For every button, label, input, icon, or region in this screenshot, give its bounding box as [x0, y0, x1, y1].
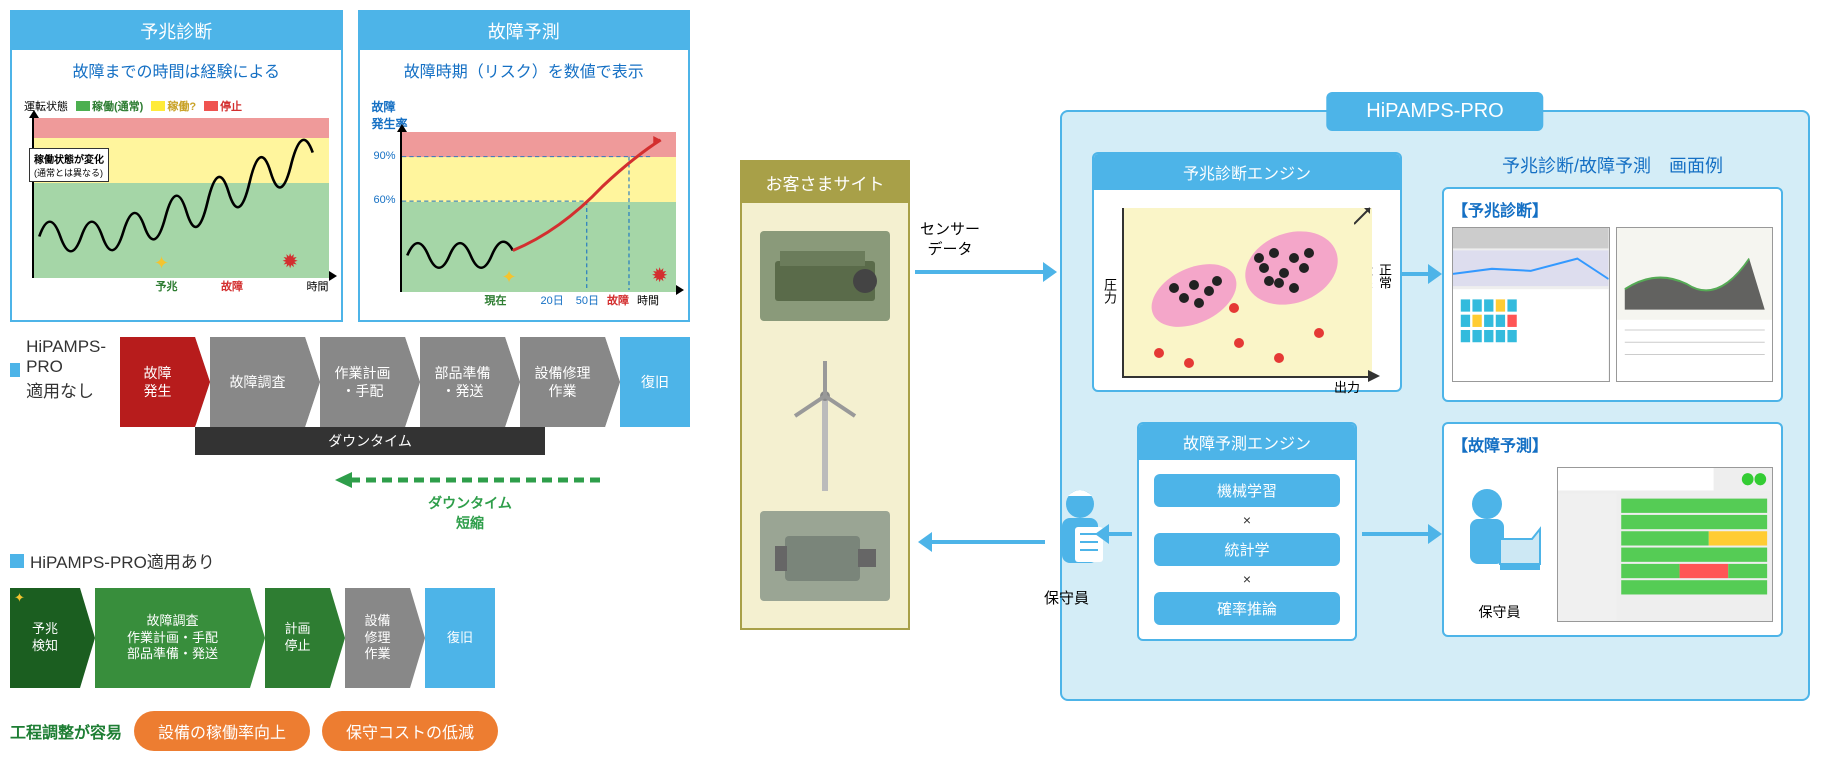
star-icon: ✦: [154, 253, 169, 274]
engine-prognosis: 予兆診断エンジン 異常状態 温度 圧力 正常 状態 出力: [1092, 152, 1402, 392]
maint-label-1: 保守員: [1044, 587, 1089, 608]
chart-prediction: 故障予測 故障時期（リスク）を数値で表示 故障 発生率 90% 60%: [358, 10, 691, 322]
method-prob: 確率推論: [1154, 592, 1340, 625]
legend: 運転状態 稼働(通常) 稼働? 停止: [24, 98, 329, 114]
chart-plot: 稼働状態が変化 (通常とは異なる) ✦ ✹: [32, 118, 329, 278]
screen-prediction: 【故障予測】 保守員: [1442, 422, 1783, 637]
label-without: HiPAMPS-PRO 適用なし: [10, 337, 110, 402]
hipamps-box: HiPAMPS-PRO 予兆診断エンジン 異常状態 温度 圧力 正常 状態 出力…: [1060, 110, 1810, 701]
arrow-sensor: [915, 270, 1045, 274]
method-ml: 機械学習: [1154, 474, 1340, 507]
benefit-pill-2: 保守コストの低減: [322, 711, 498, 751]
chart-subtitle: 故障までの時間は経験による: [12, 50, 341, 90]
scatter-plot: [1122, 208, 1372, 378]
worker-icon: 保守員: [1452, 479, 1547, 622]
flow-without: 故障 発生故障調査作業計画 ・手配部品準備 ・発送設備修理 作業復旧: [120, 337, 690, 427]
chart-plot: 90% 60% ✦ ✹: [400, 132, 677, 292]
mock-screenshot: [1557, 467, 1773, 622]
engine-prediction: 故障予測エンジン 機械学習 × 統計学 × 確率推論: [1137, 422, 1357, 641]
flow-step: 復旧: [620, 337, 690, 427]
benefits-row: 工程調整が容易 設備の稼働率向上 保守コストの低減: [10, 711, 690, 751]
flow-step: ✦予兆 検知: [10, 588, 80, 688]
screens-header: 予兆診断/故障予測 画面例: [1442, 152, 1783, 178]
flow-step: 復旧: [425, 588, 495, 688]
benefit-easy: 工程調整が容易: [10, 719, 122, 743]
charts-row: 予兆診断 故障までの時間は経験による 運転状態 稼働(通常) 稼働? 停止: [10, 10, 690, 322]
method-stats: 統計学: [1154, 533, 1340, 566]
label-with: HiPAMPS-PRO適用あり: [10, 548, 690, 573]
hipamps-title: HiPAMPS-PRO: [1326, 92, 1543, 131]
customer-site-box: お客さまサイト: [740, 160, 910, 630]
downtime-label: ダウンタイム: [195, 427, 545, 455]
sensor-data-label: センサー データ: [920, 220, 980, 259]
downtime-reduction: ダウンタイム 短縮: [10, 470, 690, 533]
arrow-engine2-screen: [1362, 532, 1430, 536]
star-icon: ✦: [502, 267, 517, 288]
equipment-generator: [760, 231, 890, 321]
arrow-engine1-screen: [1402, 272, 1430, 276]
flow-step: 作業計画 ・手配: [320, 337, 405, 427]
chart-prognosis: 予兆診断 故障までの時間は経験による 運転状態 稼働(通常) 稼働? 停止: [10, 10, 343, 322]
screen-prognosis: 【予兆診断】: [1442, 187, 1783, 402]
benefit-pill-1: 設備の稼働率向上: [134, 711, 310, 751]
site-title: お客さまサイト: [742, 162, 908, 203]
arrow-engine2-worker: [1107, 532, 1132, 536]
flow-step: 故障 発生: [120, 337, 195, 427]
chart-subtitle: 故障時期（リスク）を数値で表示: [360, 50, 689, 90]
flow-step: 計画 停止: [265, 588, 330, 688]
mock-screenshot: [1616, 227, 1774, 382]
flow-with: ✦予兆 検知故障調査 作業計画・手配 部品準備・発送計画 停止設備 修理 作業復…: [10, 588, 690, 688]
flow-step: 設備 修理 作業: [345, 588, 410, 688]
equipment-motor: [760, 511, 890, 601]
flow-step: 設備修理 作業: [520, 337, 605, 427]
mock-screenshot: [1452, 227, 1610, 382]
equipment-wind-turbine: [785, 356, 865, 476]
burst-icon: ✹: [282, 249, 299, 274]
chart-title: 故障予測: [360, 12, 689, 50]
right-panel: お客さまサイト センサー データ HiPAMPS-PRO 予兆診断エンジン 異常…: [720, 10, 1830, 751]
flow-step: 部品準備 ・発送: [420, 337, 505, 427]
flow-step: 故障調査: [210, 337, 305, 427]
flow-step: 故障調査 作業計画・手配 部品準備・発送: [95, 588, 250, 688]
chart-title: 予兆診断: [12, 12, 341, 50]
left-panel: 予兆診断 故障までの時間は経験による 運転状態 稼働(通常) 稼働? 停止: [10, 10, 690, 751]
burst-icon: ✹: [651, 263, 668, 288]
arrow-maint-out: [930, 540, 1045, 544]
